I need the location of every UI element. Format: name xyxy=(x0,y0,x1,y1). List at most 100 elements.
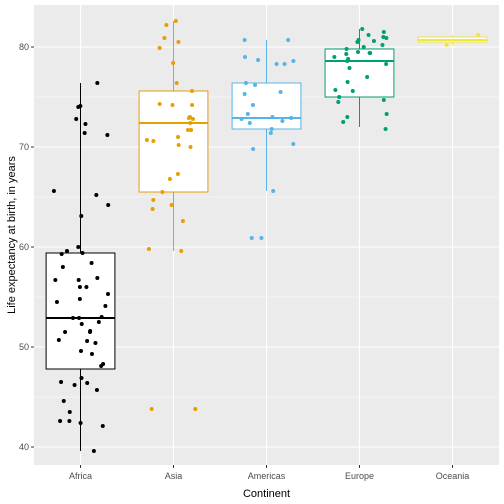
point-americas xyxy=(271,189,276,193)
point-asia xyxy=(189,89,194,93)
point-asia xyxy=(160,190,165,194)
point-asia xyxy=(151,139,156,143)
point-americas xyxy=(289,116,294,120)
point-europe xyxy=(341,120,346,124)
point-asia xyxy=(150,207,155,211)
point-africa xyxy=(94,388,99,392)
point-americas xyxy=(291,142,296,146)
point-europe xyxy=(345,115,350,119)
point-africa xyxy=(83,122,88,126)
point-europe xyxy=(380,43,385,47)
x-tick-label: Americas xyxy=(248,471,286,481)
point-asia xyxy=(180,219,185,223)
point-europe xyxy=(336,100,341,104)
point-africa xyxy=(54,300,59,304)
point-africa xyxy=(67,410,72,414)
point-americas xyxy=(242,38,247,42)
point-asia xyxy=(157,46,162,50)
point-europe xyxy=(350,89,355,93)
point-oceania xyxy=(444,43,449,47)
point-africa xyxy=(64,249,69,253)
data-points xyxy=(51,19,481,453)
point-africa xyxy=(95,81,100,85)
y-tick-label: 60 xyxy=(19,242,29,252)
point-americas xyxy=(269,127,274,131)
x-tick-label: Asia xyxy=(165,471,183,481)
point-americas xyxy=(268,131,273,135)
point-americas xyxy=(245,112,250,116)
point-europe xyxy=(345,80,350,84)
point-asia xyxy=(193,407,198,411)
point-americas xyxy=(256,58,261,62)
point-africa xyxy=(58,419,63,423)
point-americas xyxy=(259,236,264,240)
point-europe xyxy=(337,95,342,99)
y-tick-label: 80 xyxy=(19,42,29,52)
point-americas xyxy=(286,38,291,42)
point-americas xyxy=(253,83,258,87)
point-africa xyxy=(78,104,83,108)
y-axis: 40 50 60 70 80 xyxy=(19,42,34,452)
point-asia xyxy=(188,121,193,125)
point-americas xyxy=(282,62,287,66)
point-americas xyxy=(270,115,275,119)
point-africa xyxy=(72,383,77,387)
point-europe xyxy=(381,30,386,34)
point-africa xyxy=(78,349,83,353)
point-africa xyxy=(101,362,106,366)
point-asia xyxy=(179,249,184,253)
point-asia xyxy=(176,40,181,44)
point-americas xyxy=(251,147,256,151)
point-africa xyxy=(89,261,94,265)
point-africa xyxy=(78,421,83,425)
iqr-box xyxy=(231,82,302,130)
point-europe xyxy=(332,55,337,59)
point-africa xyxy=(76,278,81,282)
point-asia xyxy=(185,128,190,132)
point-africa xyxy=(99,315,104,319)
x-axis-title: Continent xyxy=(243,488,290,500)
point-africa xyxy=(77,316,82,320)
point-americas xyxy=(274,62,279,66)
iqr-box xyxy=(138,90,209,193)
point-africa xyxy=(59,380,64,384)
y-axis-title: Life expectancy at birth, in years xyxy=(6,156,18,314)
point-africa xyxy=(106,203,111,207)
point-asia xyxy=(190,117,195,121)
point-africa xyxy=(93,341,98,345)
point-europe xyxy=(383,127,388,131)
point-africa xyxy=(91,449,96,453)
point-europe xyxy=(356,50,361,54)
point-americas xyxy=(239,117,244,121)
point-africa xyxy=(70,316,75,320)
point-asia xyxy=(167,177,172,181)
point-americas xyxy=(249,236,254,240)
point-europe xyxy=(356,38,361,42)
point-europe xyxy=(344,47,349,51)
point-europe xyxy=(384,112,389,116)
point-africa xyxy=(84,285,89,289)
x-axis: Africa Asia Americas Europe Oceania xyxy=(69,465,469,481)
point-africa xyxy=(85,339,90,343)
point-europe xyxy=(366,33,371,37)
point-europe xyxy=(346,57,351,61)
point-asia xyxy=(187,115,192,119)
point-europe xyxy=(371,39,376,43)
point-africa xyxy=(100,424,105,428)
y-tick-label: 70 xyxy=(19,142,29,152)
point-africa xyxy=(51,189,56,193)
point-asia xyxy=(164,23,169,27)
point-africa xyxy=(79,322,84,326)
point-asia xyxy=(171,61,176,65)
point-asia xyxy=(175,172,180,176)
point-asia xyxy=(170,103,175,107)
point-africa xyxy=(103,304,108,308)
point-africa xyxy=(76,245,81,249)
point-africa xyxy=(94,193,99,197)
point-americas xyxy=(242,92,247,96)
point-asia xyxy=(188,145,193,149)
point-europe xyxy=(333,88,338,92)
point-africa xyxy=(61,399,66,403)
point-africa xyxy=(77,285,82,289)
